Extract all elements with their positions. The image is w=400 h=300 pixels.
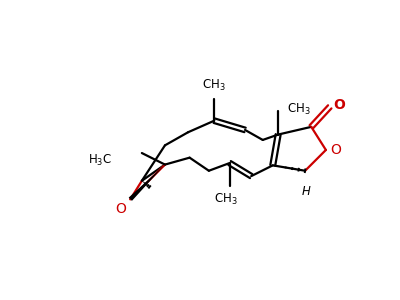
Text: CH$_3$: CH$_3$: [287, 102, 311, 117]
Text: H$_3$C: H$_3$C: [88, 153, 113, 168]
Polygon shape: [129, 165, 165, 201]
Text: H: H: [301, 184, 310, 198]
Text: CH$_3$: CH$_3$: [214, 192, 238, 207]
Text: O: O: [333, 98, 345, 112]
Text: CH$_3$: CH$_3$: [202, 78, 226, 93]
Text: O: O: [330, 143, 341, 157]
Text: O: O: [116, 202, 126, 215]
